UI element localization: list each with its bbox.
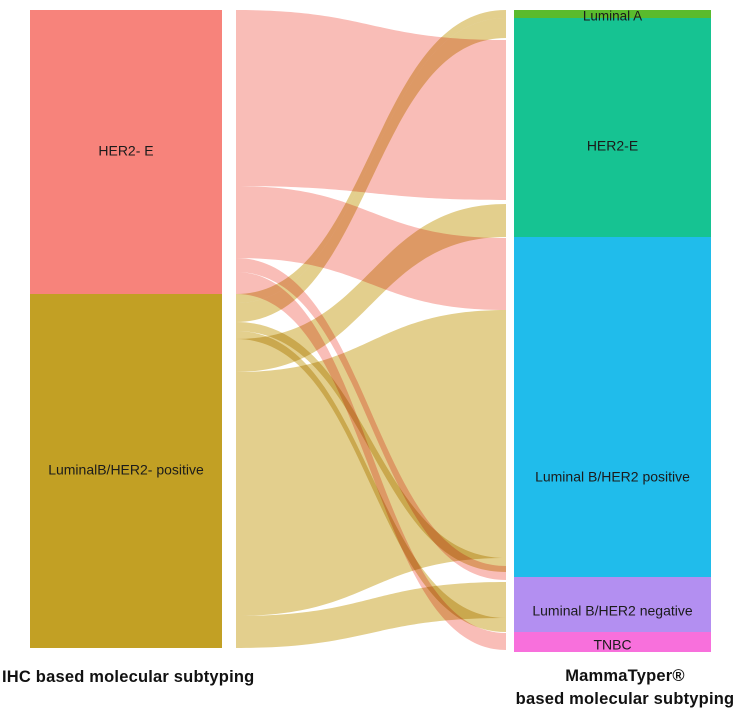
flow-9-luminalb-her2-positive-to-luminal-b-her2-positive [236, 310, 506, 616]
node-mt-luma [514, 10, 711, 18]
node-label-ihc-her2e: HER2- E [98, 143, 153, 159]
left-axis-label: IHC based molecular subtyping [2, 668, 255, 686]
node-label-mt-luma: Luminal A [583, 9, 642, 24]
node-label-mt-lumb-neg: Luminal B/HER2 negative [532, 603, 693, 619]
flow-1-her2-e-to-luminal-b-her2-positive [236, 186, 506, 310]
node-label-ihc-lumb-her2pos: LuminalB/HER2- positive [48, 462, 204, 478]
node-mt-her2e [514, 18, 711, 237]
flow-8-luminalb-her2-positive-to-her2-e [236, 204, 506, 372]
flow-ribbons [236, 10, 506, 650]
right-axis-label: MammaTyper® based molecular subtyping [500, 665, 750, 711]
flow-5-luminalb-her2-positive-to-her2-e [236, 18, 506, 322]
node-rects [30, 10, 711, 652]
node-mt-tnbc [514, 632, 711, 652]
node-mt-lumb-neg [514, 577, 711, 632]
node-label-mt-lumb-pos: Luminal B/HER2 positive [535, 469, 690, 485]
node-ihc-her2e [30, 10, 222, 294]
node-label-mt-her2e: HER2-E [587, 138, 638, 154]
node-ihc-lumb-her2pos [30, 294, 222, 648]
flow-4-luminalb-her2-positive-to-luminal-a [236, 10, 506, 303]
node-label-mt-tnbc: TNBC [593, 637, 631, 653]
node-mt-lumb-pos [514, 237, 711, 577]
node-labels: HER2- E LuminalB/HER2- positive Luminal A H… [48, 9, 693, 653]
right-axis-label-line2: based molecular subtyping [515, 690, 735, 708]
flow-10-luminalb-her2-positive-to-luminal-b-her2-negative [236, 582, 506, 648]
right-axis-label-line1: MammaTyper® [565, 667, 685, 685]
